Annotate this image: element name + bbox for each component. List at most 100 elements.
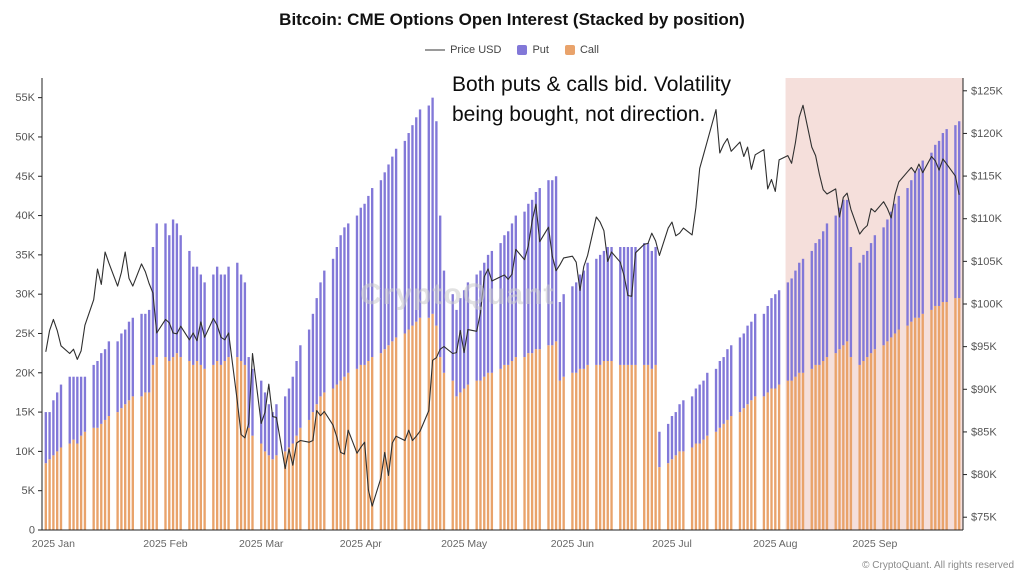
- call-bar: [68, 443, 71, 530]
- call-bar: [499, 368, 502, 530]
- put-bar: [762, 313, 766, 397]
- put-bar: [79, 376, 83, 436]
- call-bar: [886, 341, 889, 530]
- call-bar: [858, 364, 861, 530]
- call-bar: [602, 360, 606, 530]
- put-bar: [714, 368, 718, 432]
- call-bar: [934, 305, 937, 530]
- put-bar: [120, 333, 123, 409]
- put-bar: [538, 188, 541, 350]
- put-bar: [462, 290, 466, 389]
- put-bar: [475, 274, 478, 381]
- x-axis-month-label: 2025 May: [441, 538, 488, 550]
- call-bar: [514, 357, 517, 530]
- call-bar: [674, 455, 677, 530]
- call-bar: [56, 451, 59, 530]
- call-bar: [897, 329, 900, 530]
- call-bar: [83, 431, 87, 530]
- put-bar: [941, 133, 945, 303]
- call-bar: [275, 455, 278, 530]
- call-bar: [730, 416, 733, 530]
- call-bar: [622, 364, 626, 530]
- put-bar: [451, 294, 454, 381]
- y-axis-left-tick-label: 50K: [15, 131, 35, 143]
- copyright-footer: © CryptoQuant. All rights reserved: [862, 560, 1014, 571]
- put-bar: [355, 215, 359, 369]
- legend-item-call[interactable]: Call: [564, 44, 599, 56]
- chart-title: Bitcoin: CME Options Open Interest (Stac…: [279, 10, 745, 29]
- annotation-line1: Both puts & calls bid. Volatility: [452, 73, 731, 96]
- y-axis-right-tick-label: $85K: [971, 426, 997, 438]
- call-bar: [610, 360, 613, 530]
- call-bar: [786, 380, 790, 530]
- call-bar: [534, 349, 538, 530]
- put-bar: [718, 360, 722, 428]
- call-bar: [842, 345, 845, 530]
- call-bar: [766, 392, 769, 530]
- call-bar: [107, 416, 111, 530]
- put-bar: [367, 195, 370, 361]
- legend-item-price[interactable]: Price USD: [425, 44, 501, 56]
- call-bar: [442, 372, 446, 530]
- put-bar: [930, 152, 933, 310]
- put-bar: [164, 223, 167, 358]
- call-bar: [595, 364, 598, 530]
- call-bar: [777, 384, 781, 530]
- put-bar: [76, 376, 79, 444]
- put-bar: [770, 298, 773, 389]
- call-bar: [418, 317, 422, 530]
- call-bar: [530, 353, 534, 530]
- call-bar: [547, 345, 550, 530]
- put-bar: [131, 317, 134, 397]
- y-axis-right-tick-label: $105K: [971, 256, 1003, 268]
- call-bar: [770, 388, 773, 530]
- call-bar: [937, 305, 941, 530]
- put-bar: [626, 247, 630, 365]
- put-bar: [144, 313, 147, 393]
- put-bar: [753, 313, 757, 397]
- call-bar: [383, 349, 386, 530]
- call-bar: [798, 372, 801, 530]
- call-bar: [814, 364, 817, 530]
- chart-annotation: Both puts & calls bid. Volatility being …: [452, 70, 832, 131]
- y-axis-right-tick-label: $100K: [971, 299, 1003, 311]
- call-bar: [706, 435, 709, 530]
- put-bar: [175, 223, 179, 354]
- call-bar: [212, 364, 215, 530]
- put-bar: [72, 376, 75, 440]
- call-bar: [694, 443, 698, 530]
- put-bar: [794, 270, 797, 377]
- call-bar: [48, 459, 51, 530]
- call-bar: [147, 392, 151, 530]
- put-bar: [466, 282, 470, 385]
- call-bar: [650, 368, 653, 530]
- call-bar: [575, 372, 578, 530]
- put-bar: [774, 294, 777, 389]
- y-axis-left-tick-label: 0: [29, 525, 35, 537]
- put-bar: [427, 105, 430, 318]
- put-bar: [331, 258, 335, 389]
- call-bar: [954, 298, 957, 530]
- call-bar: [243, 364, 247, 530]
- call-bar: [195, 360, 199, 530]
- call-bar: [882, 345, 885, 530]
- x-axis-month-label: 2025 Jan: [32, 538, 75, 550]
- legend-item-put[interactable]: Put: [517, 44, 549, 56]
- put-bar: [551, 180, 554, 346]
- y-axis-right-tick-label: $120K: [971, 128, 1003, 140]
- price-line: [45, 104, 960, 507]
- put-bar: [415, 117, 418, 322]
- call-bar: [370, 357, 374, 530]
- call-bar: [862, 360, 865, 530]
- price-line-icon: [425, 49, 446, 51]
- put-bar: [554, 176, 558, 342]
- call-bar: [930, 309, 933, 530]
- call-bar: [140, 396, 143, 530]
- call-bar: [790, 380, 793, 530]
- y-axis-left-tick-label: 45K: [15, 171, 35, 183]
- put-bar: [171, 219, 175, 358]
- put-bar: [897, 195, 900, 330]
- call-bar: [606, 360, 609, 530]
- call-bar: [626, 364, 630, 530]
- put-bar: [814, 243, 817, 365]
